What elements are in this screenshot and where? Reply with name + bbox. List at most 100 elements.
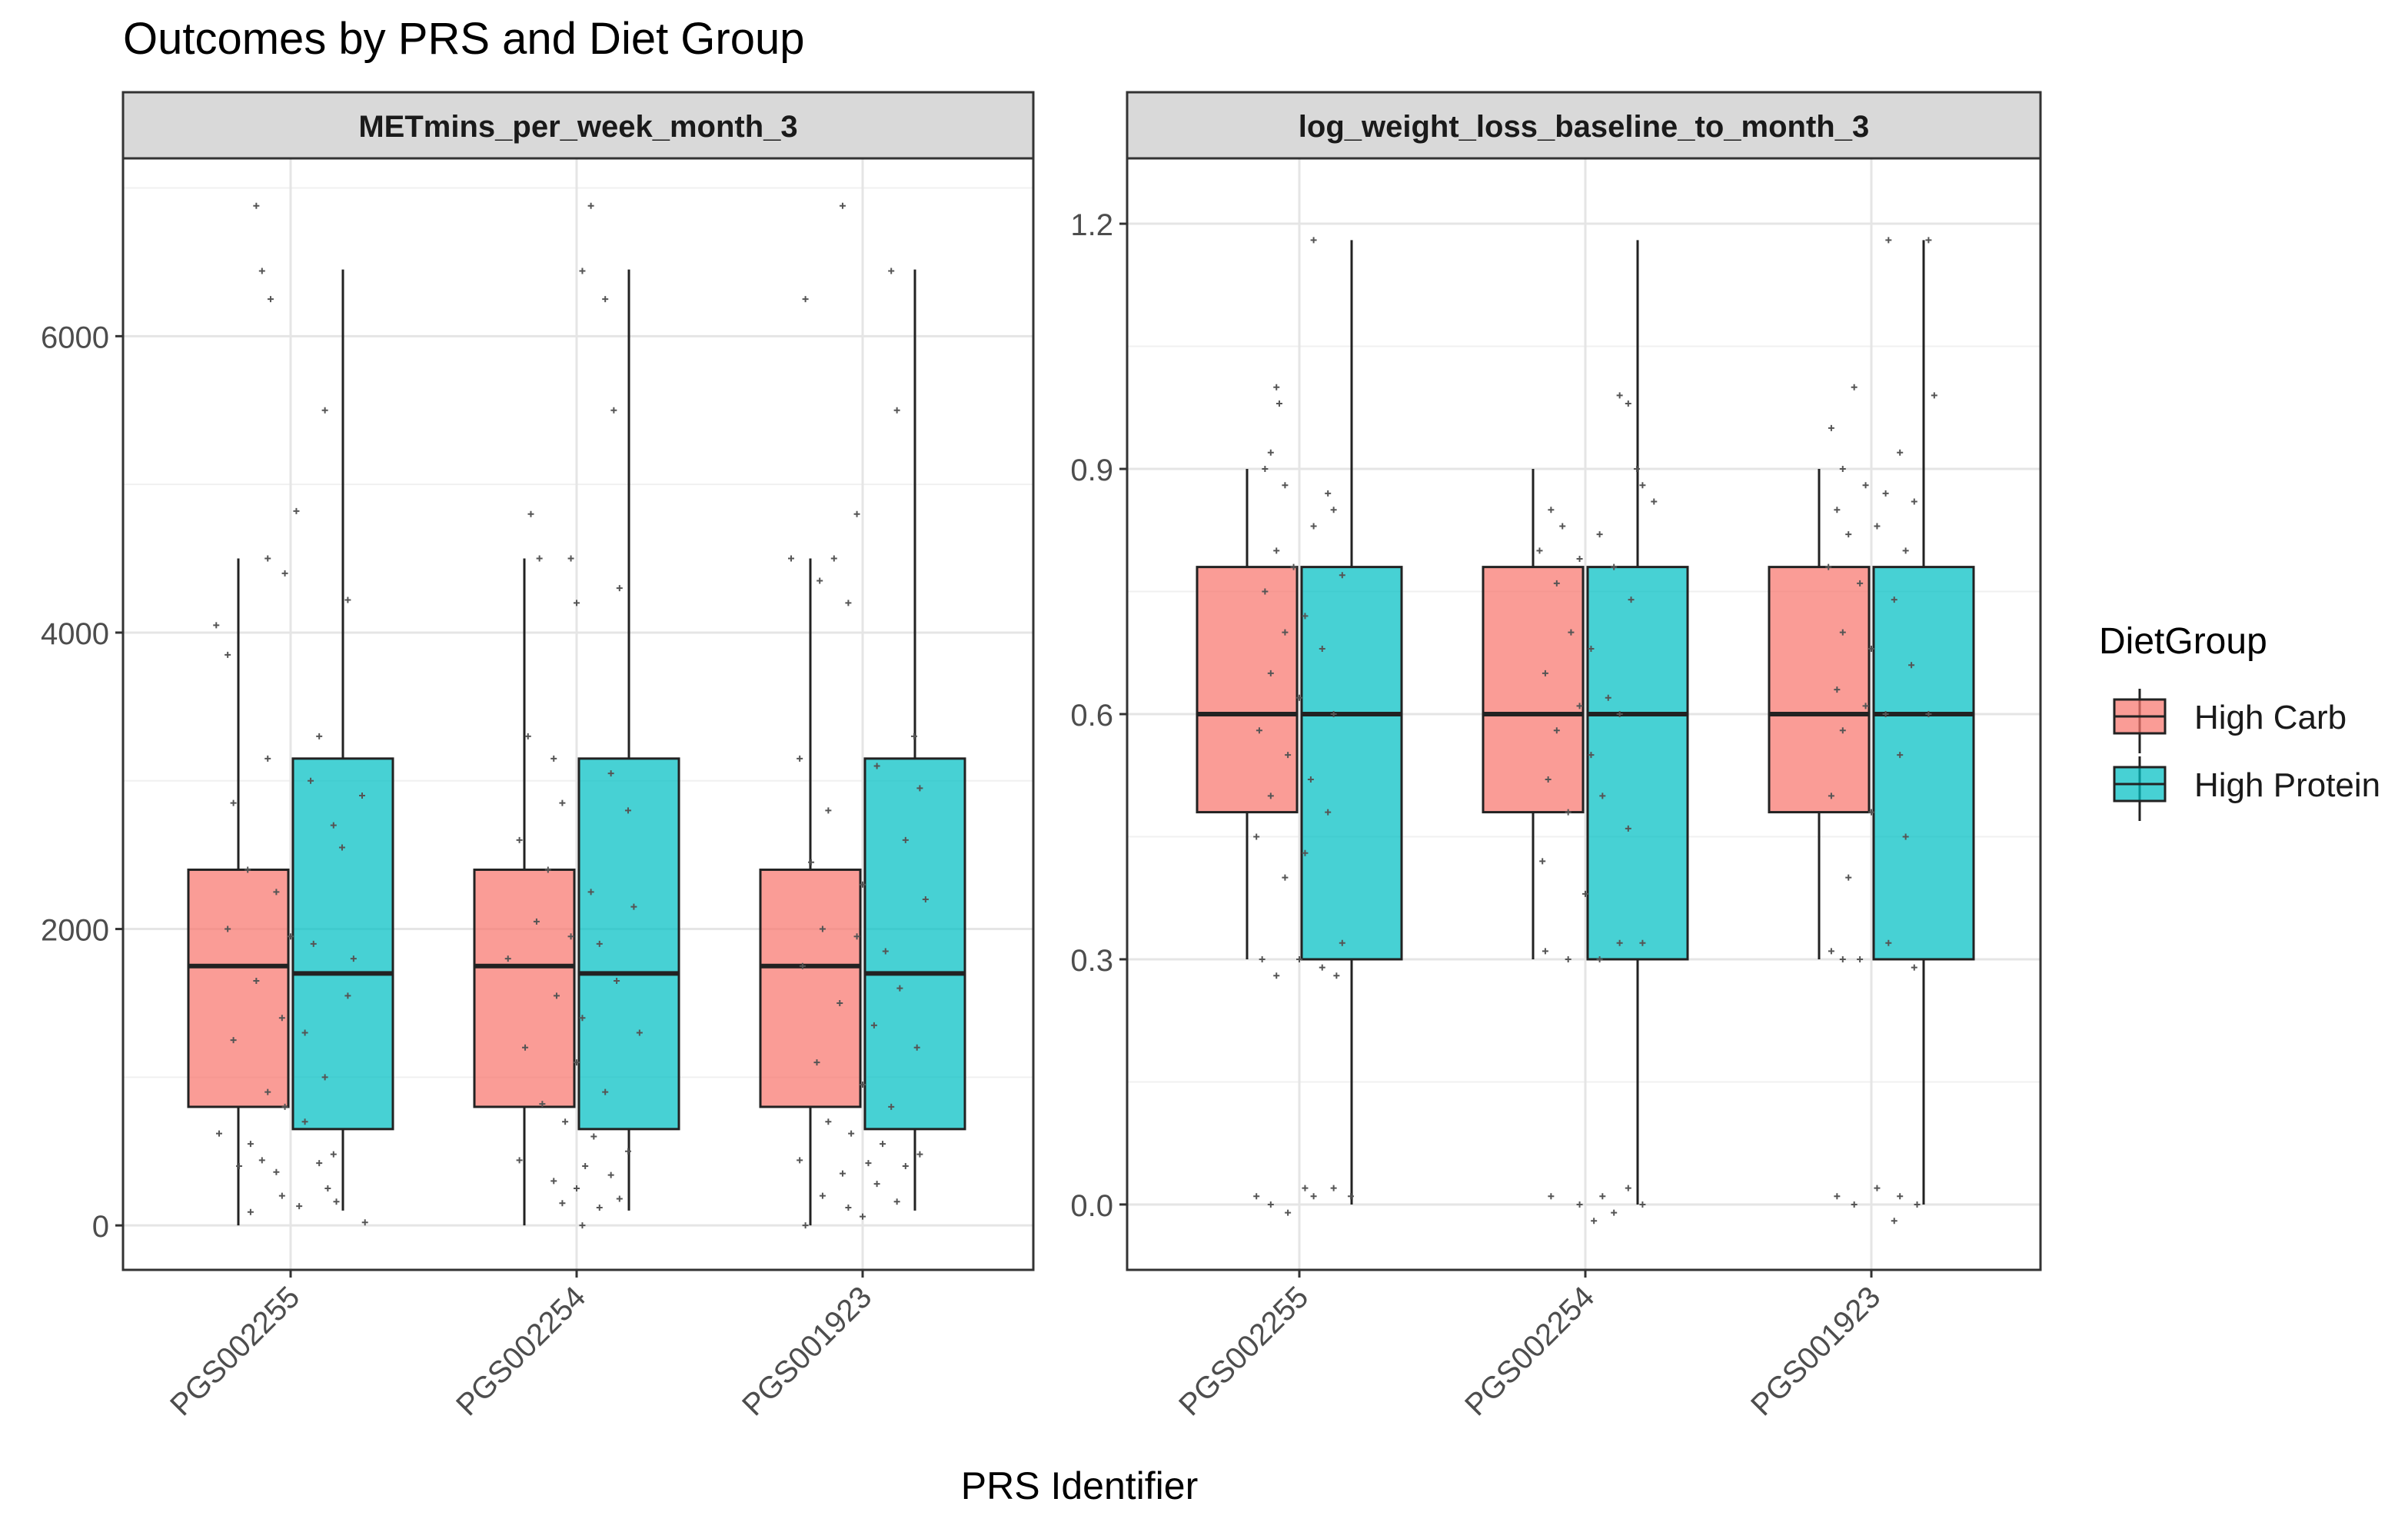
data-point xyxy=(230,1037,237,1044)
data-point xyxy=(567,933,574,940)
data-point xyxy=(574,1185,580,1191)
data-point xyxy=(1825,563,1832,570)
data-point xyxy=(559,1200,566,1207)
box-high-protein xyxy=(1586,566,1689,961)
data-point xyxy=(797,1157,803,1164)
data-point xyxy=(888,1103,895,1110)
box-high-protein xyxy=(1872,566,1975,961)
data-point xyxy=(1290,563,1297,570)
data-point xyxy=(1591,1218,1598,1225)
data-point xyxy=(1834,1193,1841,1200)
panel-metmins: METmins_per_week_month_3 0 2000 4000 6000 PGS… xyxy=(41,91,1035,1422)
data-point xyxy=(808,859,815,866)
data-point xyxy=(1553,580,1560,587)
data-point xyxy=(1599,1193,1606,1200)
y-tick-label: 0.9 xyxy=(1070,454,1113,487)
data-point xyxy=(516,1157,523,1164)
data-point xyxy=(1897,449,1904,456)
legend-label: High Protein xyxy=(2194,766,2380,804)
data-point xyxy=(596,940,603,947)
y-tick-label: 4000 xyxy=(41,617,109,651)
data-point xyxy=(1565,809,1572,816)
data-point xyxy=(1565,955,1572,962)
data-point xyxy=(567,555,574,562)
data-point xyxy=(533,918,540,925)
data-point xyxy=(236,1163,243,1170)
data-point xyxy=(288,933,294,940)
data-point xyxy=(333,1198,340,1205)
data-point xyxy=(1542,670,1548,676)
data-point xyxy=(1273,547,1280,554)
data-point xyxy=(1882,490,1889,497)
data-point xyxy=(1536,547,1543,554)
data-point xyxy=(1874,1185,1881,1191)
data-point xyxy=(1885,939,1892,946)
data-point xyxy=(1553,727,1560,734)
data-point xyxy=(1839,955,1846,962)
data-point xyxy=(310,940,317,947)
data-point xyxy=(1857,955,1864,962)
data-point xyxy=(1911,498,1917,505)
data-point xyxy=(1605,694,1611,701)
data-point xyxy=(614,978,620,985)
data-point xyxy=(553,992,560,999)
data-point xyxy=(1276,400,1282,407)
data-point xyxy=(1828,424,1834,431)
data-point xyxy=(607,770,614,777)
data-point xyxy=(1325,490,1332,497)
data-point xyxy=(1599,793,1606,799)
data-point xyxy=(880,1141,886,1148)
data-point xyxy=(1851,1201,1858,1208)
data-point xyxy=(1542,948,1548,955)
data-point xyxy=(1874,523,1881,530)
data-point xyxy=(1259,955,1266,962)
data-point xyxy=(264,555,271,562)
box-high-protein xyxy=(1300,566,1403,961)
data-point xyxy=(788,555,794,562)
data-point xyxy=(1267,449,1274,456)
data-point xyxy=(922,896,929,902)
data-point xyxy=(1862,482,1869,489)
data-point xyxy=(1625,400,1631,407)
facet-strip-label: log_weight_loss_baseline_to_month_3 xyxy=(1299,110,1869,144)
data-point xyxy=(1302,849,1309,856)
data-point xyxy=(602,296,609,303)
data-point xyxy=(1625,1185,1631,1191)
data-point xyxy=(1902,833,1909,840)
data-point xyxy=(1897,752,1904,759)
data-point xyxy=(1576,703,1583,709)
data-point xyxy=(296,1203,303,1210)
data-point xyxy=(1548,1193,1555,1200)
data-point xyxy=(1307,776,1314,783)
data-point xyxy=(590,1133,597,1140)
data-point xyxy=(1616,711,1623,717)
data-point xyxy=(802,296,809,303)
data-point xyxy=(802,1222,809,1229)
data-point xyxy=(1908,662,1915,669)
data-point xyxy=(1325,809,1332,816)
data-point xyxy=(574,600,580,606)
data-point xyxy=(1267,670,1274,676)
data-point xyxy=(1296,694,1302,701)
data-point xyxy=(527,510,534,517)
data-point xyxy=(522,1044,529,1051)
data-point xyxy=(301,1029,308,1036)
data-point xyxy=(225,651,231,658)
data-point xyxy=(902,1163,909,1170)
data-point xyxy=(1596,955,1603,962)
x-tick-label: PGS001923 xyxy=(736,1280,878,1422)
data-point xyxy=(893,1198,900,1205)
data-point xyxy=(916,1151,923,1158)
data-point xyxy=(848,1130,855,1137)
data-point xyxy=(636,1029,643,1036)
data-point xyxy=(1891,597,1897,603)
data-point xyxy=(1588,645,1595,652)
data-point xyxy=(1568,629,1575,636)
data-point xyxy=(1834,507,1841,513)
data-point xyxy=(1267,793,1274,799)
data-point xyxy=(216,1130,222,1137)
data-point xyxy=(1588,752,1595,759)
data-point xyxy=(324,1185,331,1191)
data-point xyxy=(1839,629,1846,636)
data-point xyxy=(273,889,280,896)
